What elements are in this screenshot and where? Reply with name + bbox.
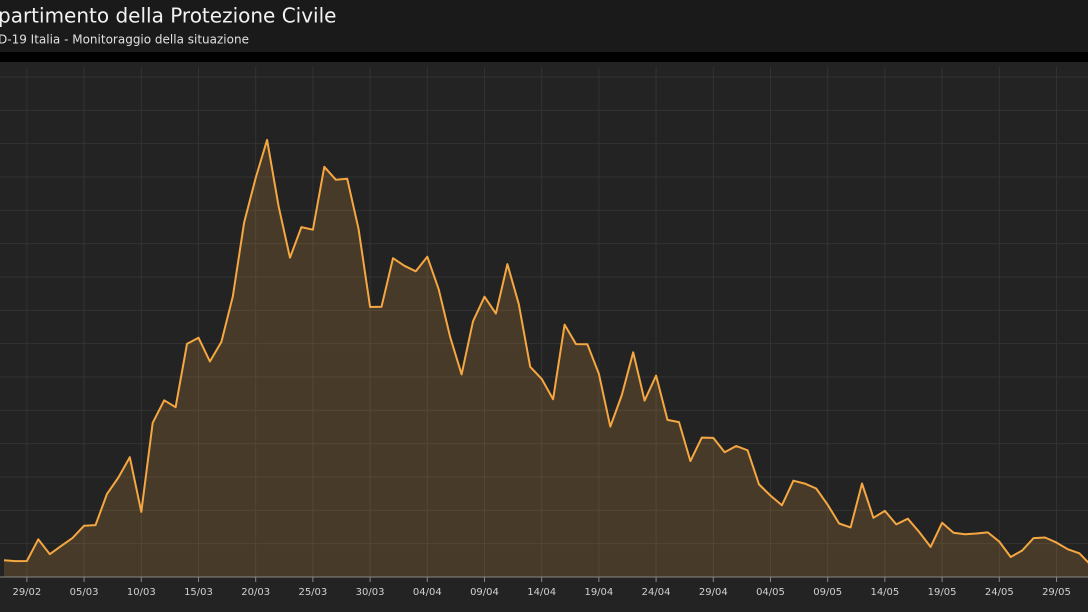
x-tick-label: 15/03 xyxy=(184,587,213,598)
area xyxy=(4,139,1088,577)
x-tick-label: 30/03 xyxy=(356,587,385,598)
x-tick-label: 04/05 xyxy=(756,587,785,598)
x-tick-label: 20/03 xyxy=(241,587,270,598)
x-tick-label: 14/05 xyxy=(870,587,899,598)
x-tick-label: 24/05 xyxy=(985,587,1014,598)
x-tick-label: 10/03 xyxy=(127,587,156,598)
x-tick-label: 09/05 xyxy=(813,587,842,598)
x-tick-label: 29/02 xyxy=(12,587,41,598)
x-tick-label: 19/04 xyxy=(584,587,613,598)
x-tick-label: 14/04 xyxy=(527,587,556,598)
x-tick-label: 24/04 xyxy=(642,587,671,598)
x-tick-label: 04/04 xyxy=(413,587,442,598)
line xyxy=(3,138,1088,564)
x-tick-label: 29/05 xyxy=(1042,587,1071,598)
x-tick-label: 25/03 xyxy=(298,587,327,598)
x-tick-label: 09/04 xyxy=(470,587,499,598)
header-bar xyxy=(0,0,1088,52)
x-tick-label: 29/04 xyxy=(699,587,728,598)
header-subtitle: D-19 Italia - Monitoraggio della situazi… xyxy=(0,33,249,47)
header-title: partimento della Protezione Civile xyxy=(0,4,336,28)
x-tick-label: 05/03 xyxy=(70,587,99,598)
x-tick-label: 19/05 xyxy=(928,587,957,598)
